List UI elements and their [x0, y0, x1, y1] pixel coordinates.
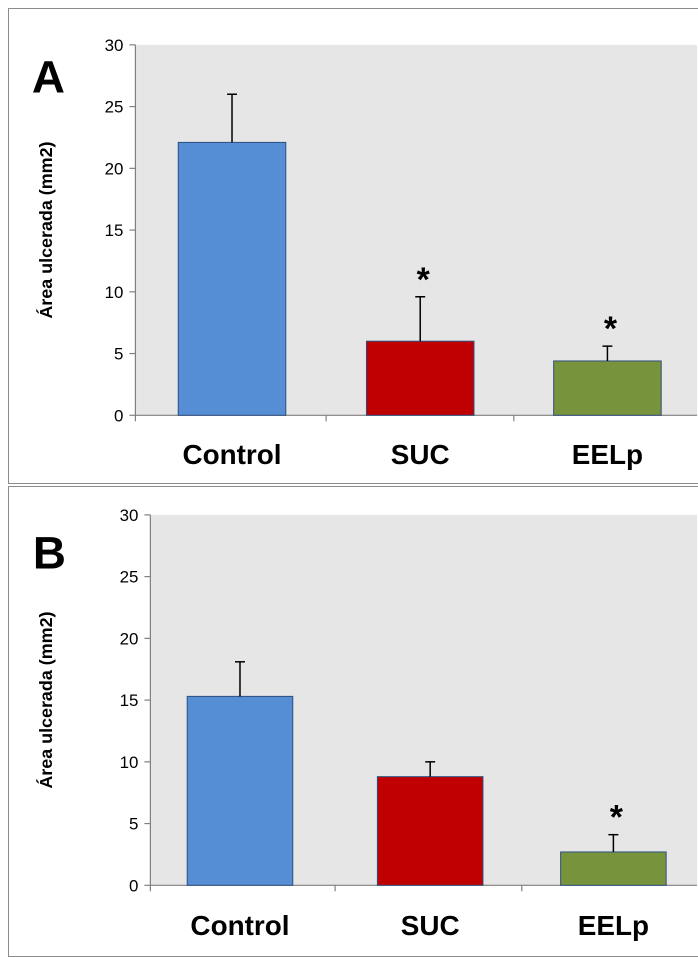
y-tick-label-a-15: 15 — [105, 221, 124, 240]
bar-b-control — [186, 695, 294, 886]
panel-letter-b: B — [33, 528, 66, 579]
bar-b-eelp — [560, 851, 667, 886]
category-label-a-suc: SUC — [391, 439, 450, 470]
y-tick-label-a-10: 10 — [105, 283, 124, 302]
y-axis-title-a: Área ulcerada (mm2) — [35, 141, 56, 318]
category-label-b-suc: SUC — [401, 910, 460, 941]
category-label-a-eelp: EELp — [572, 439, 643, 470]
chart-panel-a: 0 5 10 15 20 25 30 Control * SUC * EELp Área ulcerad… — [8, 8, 698, 484]
bar-a-eelp — [553, 360, 662, 416]
bar-a-suc — [365, 340, 475, 416]
y-tick-label-b-30: 30 — [120, 506, 139, 525]
y-tick-label-a-5: 5 — [114, 345, 123, 364]
y-tick-label-b-5: 5 — [129, 815, 138, 834]
significance-marker-a-suc: * — [417, 261, 431, 299]
y-tick-label-b-25: 25 — [120, 568, 139, 587]
panel-letter-a: A — [32, 52, 65, 103]
bar-a-control — [177, 141, 287, 416]
significance-marker-b-eelp: * — [610, 799, 624, 837]
category-label-a-control: Control — [182, 439, 281, 470]
y-tick-label-b-10: 10 — [120, 753, 139, 772]
y-tick-label-a-0: 0 — [114, 406, 123, 425]
y-tick-label-b-15: 15 — [120, 691, 139, 710]
y-tick-label-b-20: 20 — [120, 629, 139, 648]
category-label-b-eelp: EELp — [578, 910, 649, 941]
bar-b-suc — [376, 776, 484, 886]
significance-marker-a-eelp: * — [604, 310, 618, 348]
y-tick-label-a-30: 30 — [105, 36, 124, 55]
y-tick-label-a-25: 25 — [105, 98, 124, 117]
bar-chart-a: 0 5 10 15 20 25 30 Control * SUC * EELp Área ulcerad… — [32, 36, 698, 470]
y-axis-title-b: Área ulcerada (mm2) — [35, 611, 56, 788]
y-tick-label-a-20: 20 — [105, 159, 124, 178]
bar-chart-b: 0 5 10 15 20 25 30 Control SUC * EELp Área ulcerada… — [33, 506, 698, 941]
chart-panel-b: 0 5 10 15 20 25 30 Control SUC * EELp Área ulcerada… — [8, 486, 698, 957]
category-label-b-control: Control — [190, 910, 289, 941]
y-tick-label-b-0: 0 — [129, 876, 138, 895]
